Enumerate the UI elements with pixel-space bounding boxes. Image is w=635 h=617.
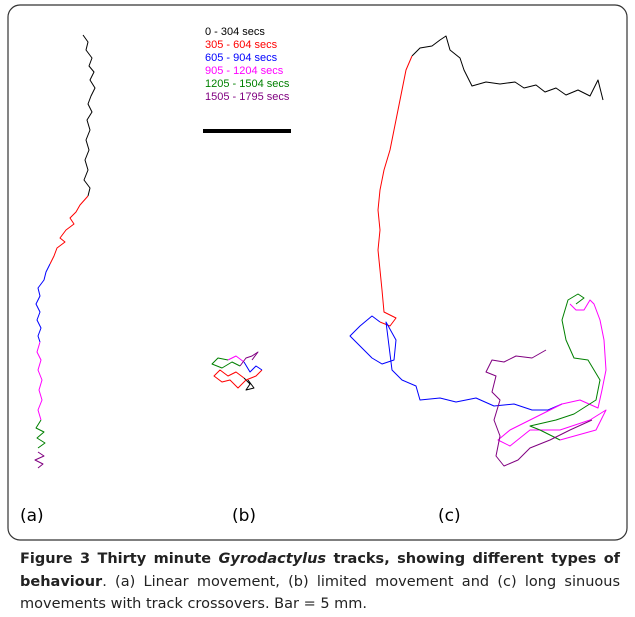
caption: Figure 3 Thirty minute Gyrodactylus trac… bbox=[20, 548, 620, 616]
track bbox=[34, 451, 45, 469]
caption-title-species: Gyrodactylus bbox=[218, 551, 327, 567]
track bbox=[239, 351, 259, 367]
track bbox=[213, 369, 263, 389]
caption-title-part: tracks, showing different types of behav… bbox=[20, 551, 620, 590]
track bbox=[377, 55, 413, 327]
track bbox=[36, 341, 43, 421]
track bbox=[227, 355, 245, 363]
track bbox=[529, 293, 601, 441]
track bbox=[349, 315, 563, 411]
legend-entry: 1205 - 1504 secs bbox=[205, 78, 290, 90]
legend-entry: 1505 - 1795 secs bbox=[205, 91, 290, 103]
track bbox=[243, 377, 255, 391]
track bbox=[497, 299, 607, 447]
track bbox=[49, 195, 89, 265]
track bbox=[243, 361, 263, 373]
track bbox=[82, 34, 96, 197]
legend: 0 - 304 secs 305 - 604 secs 605 - 904 se… bbox=[205, 26, 290, 103]
track bbox=[211, 357, 241, 369]
track bbox=[35, 263, 51, 343]
legend-entry: 605 - 904 secs bbox=[205, 52, 278, 64]
figure-frame bbox=[7, 4, 628, 541]
panel-label: (a) bbox=[20, 506, 44, 526]
panel-label: (c) bbox=[438, 506, 461, 526]
figure-image: 0 - 304 secs 305 - 604 secs 605 - 904 se… bbox=[7, 4, 628, 541]
caption-title: Figure 3 Thirty minute Gyrodactylus trac… bbox=[20, 551, 620, 590]
track bbox=[411, 35, 604, 101]
caption-text: . (a) Linear movement, (b) limited movem… bbox=[20, 573, 620, 613]
legend-entry: 905 - 1204 secs bbox=[205, 65, 284, 77]
track bbox=[485, 349, 593, 467]
track bbox=[35, 419, 46, 449]
legend-entry: 305 - 604 secs bbox=[205, 39, 278, 51]
legend-entry: 0 - 304 secs bbox=[205, 26, 265, 38]
caption-title-part: Figure 3 Thirty minute bbox=[20, 551, 219, 567]
panel-label: (b) bbox=[232, 506, 256, 526]
